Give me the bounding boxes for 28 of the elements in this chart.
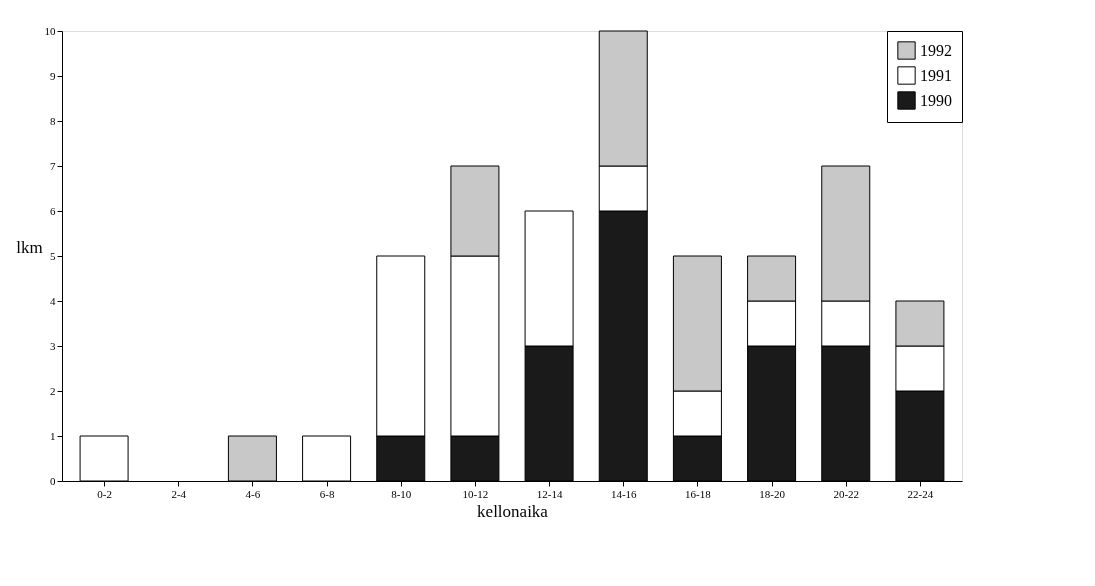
y-tick-label: 10 [44,24,56,37]
y-tick-label: 9 [50,69,56,82]
y-tick-label: 5 [50,249,56,262]
x-tick-label: 8-10 [391,487,412,500]
legend-label: 1992 [920,41,952,59]
x-tick-label: 0-2 [97,487,112,500]
x-tick-label: 16-18 [685,487,712,500]
y-tick-label: 6 [50,204,56,217]
y-axis-title: lkm [16,237,43,257]
legend-label: 1990 [920,91,952,109]
y-tick-label: 2 [50,384,56,397]
x-tick-label: 2-4 [171,487,187,500]
legend-label: 1991 [920,66,952,84]
x-axis-title: kellonaika [477,501,549,521]
x-tick-label: 22-24 [907,487,934,500]
x-tick-label: 6-8 [319,487,335,500]
y-tick-label: 0 [50,474,56,487]
x-tick-label: 10-12 [462,487,489,500]
x-tick-label: 12-14 [536,487,563,500]
x-tick-label: 14-16 [610,487,638,500]
x-tick-label: 18-20 [759,487,786,500]
y-tick-label: 1 [50,429,56,442]
x-tick-label: 20-22 [833,487,860,500]
y-tick-label: 3 [50,339,56,352]
y-tick-label: 8 [50,114,56,127]
y-tick-label: 7 [50,159,56,172]
y-tick-label: 4 [50,294,56,307]
x-tick-label: 4-6 [245,487,261,500]
